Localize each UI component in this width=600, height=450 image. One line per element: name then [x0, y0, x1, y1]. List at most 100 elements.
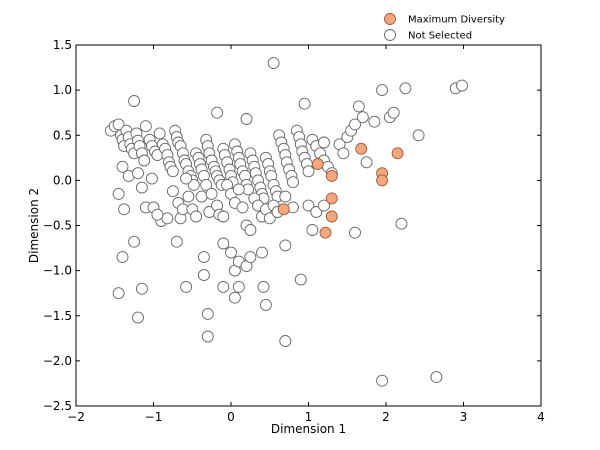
point-not-selected	[182, 190, 195, 203]
point-not-selected	[244, 251, 257, 264]
point-maximum-diversity	[325, 192, 338, 205]
point-not-selected	[139, 120, 152, 133]
x-tick-label: −2	[67, 410, 85, 424]
point-not-selected	[128, 95, 141, 107]
point-not-selected	[116, 160, 129, 173]
point-not-selected	[180, 280, 193, 293]
point-not-selected	[259, 298, 272, 311]
point-not-selected	[244, 224, 257, 236]
y-tick-label: −2.5	[43, 399, 72, 413]
point-maximum-diversity	[311, 158, 324, 171]
point-not-selected	[228, 291, 241, 304]
point-not-selected	[236, 201, 249, 214]
point-not-selected	[399, 82, 412, 95]
point-not-selected	[360, 156, 373, 169]
point-not-selected	[256, 246, 268, 259]
point-not-selected	[279, 239, 292, 252]
point-maximum-diversity	[319, 226, 332, 239]
point-not-selected	[135, 282, 148, 295]
point-not-selected	[430, 371, 443, 384]
point-not-selected	[225, 246, 237, 259]
point-not-selected	[211, 106, 224, 119]
legend: Maximum Diversity Not Selected	[384, 13, 505, 42]
point-not-selected	[387, 106, 400, 119]
point-not-selected	[298, 97, 311, 110]
point-not-selected	[197, 269, 210, 282]
point-not-selected	[376, 374, 389, 387]
point-not-selected	[132, 167, 144, 180]
legend-marker-maximum-diversity	[384, 13, 396, 25]
point-not-selected	[116, 251, 129, 264]
point-not-selected	[201, 307, 214, 320]
point-not-selected	[190, 210, 203, 223]
point-maximum-diversity	[376, 174, 389, 187]
point-not-selected	[112, 287, 125, 300]
point-not-selected	[356, 111, 369, 124]
legend-marker-not-selected	[384, 29, 396, 41]
point-not-selected	[145, 172, 158, 185]
point-not-selected	[352, 100, 365, 113]
x-tick-label: 2	[382, 410, 390, 424]
point-not-selected	[279, 335, 292, 347]
point-not-selected	[135, 181, 148, 194]
point-not-selected	[267, 57, 280, 70]
point-not-selected	[263, 212, 276, 225]
point-not-selected	[302, 199, 315, 212]
point-maximum-diversity	[355, 142, 368, 155]
y-tick-label: −1.5	[43, 309, 72, 323]
point-not-selected	[166, 165, 179, 178]
points-layer	[104, 57, 468, 387]
x-axis-label: Dimension 1	[271, 422, 346, 436]
point-maximum-diversity	[391, 147, 404, 160]
point-not-selected	[187, 178, 200, 191]
point-not-selected	[306, 224, 319, 236]
point-not-selected	[368, 115, 381, 128]
point-not-selected	[195, 190, 208, 203]
point-not-selected	[456, 79, 468, 92]
point-not-selected	[166, 185, 179, 198]
point-not-selected	[200, 178, 213, 191]
point-maximum-diversity	[325, 169, 338, 182]
point-not-selected	[302, 165, 315, 178]
point-not-selected	[349, 118, 361, 131]
point-not-selected	[287, 176, 299, 189]
point-not-selected	[294, 273, 307, 286]
point-not-selected	[128, 235, 141, 248]
point-not-selected	[279, 190, 292, 203]
point-not-selected	[180, 172, 193, 185]
ticks-layer: −2 −1 0 1 2 3 4 −2.5 −2.0 −1.5 −1.0 −0.5 0.0 0.5 1.0 1.…	[43, 38, 545, 424]
y-axis-label: Dimension 2	[27, 188, 41, 263]
point-not-selected	[205, 187, 218, 200]
point-not-selected	[161, 212, 174, 225]
point-not-selected	[310, 206, 323, 218]
point-not-selected	[217, 210, 230, 223]
y-tick-label: 0.5	[53, 128, 72, 142]
point-not-selected	[395, 217, 408, 230]
point-not-selected	[197, 251, 210, 264]
point-not-selected	[151, 208, 164, 221]
x-tick-label: 0	[227, 410, 235, 424]
legend-label-not-selected: Not Selected	[408, 31, 472, 42]
point-not-selected	[257, 280, 270, 293]
point-not-selected	[232, 183, 245, 196]
y-tick-label: 1.5	[53, 38, 72, 52]
point-not-selected	[337, 147, 350, 160]
point-not-selected	[376, 84, 389, 97]
point-not-selected	[132, 311, 144, 324]
legend-label-maximum-diversity: Maximum Diversity	[408, 15, 505, 26]
point-not-selected	[240, 113, 253, 125]
x-tick-label: 4	[537, 410, 545, 424]
x-tick-label: 1	[305, 410, 313, 424]
point-not-selected	[217, 280, 230, 293]
point-not-selected	[170, 235, 183, 248]
point-not-selected	[153, 127, 166, 140]
point-maximum-diversity	[277, 203, 290, 216]
y-tick-label: 0.0	[53, 173, 72, 187]
point-not-selected	[318, 199, 330, 212]
y-tick-label: 1.0	[53, 83, 72, 97]
point-not-selected	[349, 226, 361, 239]
point-not-selected	[118, 203, 131, 216]
point-not-selected	[217, 237, 230, 250]
point-maximum-diversity	[325, 210, 338, 223]
